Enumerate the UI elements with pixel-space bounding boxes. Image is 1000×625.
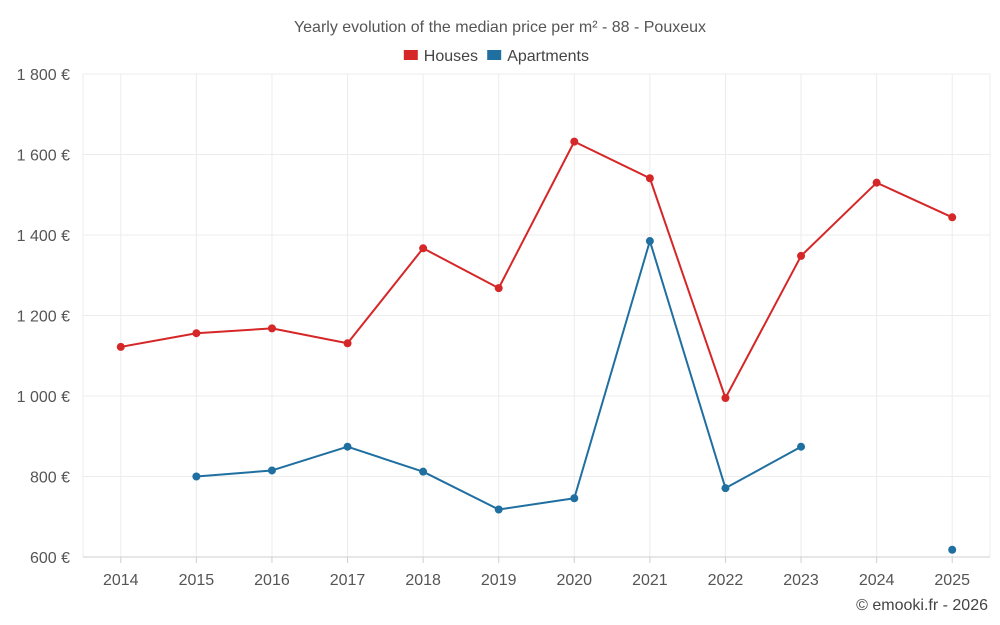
data-point-apartments xyxy=(797,442,806,451)
x-tick-label: 2019 xyxy=(481,572,517,589)
data-point-houses xyxy=(116,342,125,351)
legend: Houses Apartments xyxy=(403,48,589,65)
x-axis: 2014 2015 2016 2017 2018 2019 2020 2021 2022 2023… xyxy=(83,556,990,589)
x-tick-label: 2020 xyxy=(556,572,592,589)
x-tick-label: 2021 xyxy=(632,572,668,589)
x-tick-label: 2024 xyxy=(859,572,895,589)
grid xyxy=(82,73,991,557)
data-point-houses xyxy=(494,284,503,293)
data-point-apartments xyxy=(419,467,428,476)
x-tick-label: 2015 xyxy=(179,572,215,589)
y-axis: 600 € 800 € 1 000 € 1 200 € 1 400 € 1 600 € 1 … xyxy=(17,67,70,567)
series-apartments xyxy=(192,237,957,554)
legend-label-apartments: Apartments xyxy=(507,48,589,65)
data-point-houses xyxy=(645,174,654,183)
data-point-apartments xyxy=(494,505,503,514)
data-point-houses xyxy=(343,339,352,348)
data-point-houses xyxy=(192,329,201,338)
x-tick-label: 2016 xyxy=(254,572,290,589)
x-tick-label: 2014 xyxy=(103,572,139,589)
y-tick-label: 600 € xyxy=(30,550,70,567)
chart-title: Yearly evolution of the median price per… xyxy=(294,19,706,36)
credit: © emooki.fr - 2026 xyxy=(856,597,988,614)
legend-swatch-apartments xyxy=(487,50,502,60)
data-point-apartments xyxy=(948,545,957,554)
legend-swatch-houses xyxy=(403,50,418,60)
data-point-apartments xyxy=(267,466,276,475)
data-point-apartments xyxy=(343,442,352,451)
y-tick-label: 1 200 € xyxy=(17,309,70,326)
series-layer xyxy=(116,137,957,554)
x-tick-label: 2023 xyxy=(783,572,819,589)
legend-label-houses: Houses xyxy=(424,48,478,65)
data-point-houses xyxy=(570,137,579,146)
x-tick-label: 2022 xyxy=(708,572,744,589)
y-tick-label: 1 600 € xyxy=(17,148,70,165)
data-point-houses xyxy=(419,244,428,253)
x-tick-label: 2018 xyxy=(405,572,441,589)
series-houses xyxy=(116,137,957,403)
data-point-houses xyxy=(267,324,276,333)
y-tick-label: 1 000 € xyxy=(17,389,70,406)
data-point-apartments xyxy=(721,484,730,493)
y-tick-label: 800 € xyxy=(30,470,70,487)
x-tick-label: 2017 xyxy=(330,572,366,589)
data-point-houses xyxy=(872,178,881,187)
data-point-apartments xyxy=(192,472,201,481)
series-line-houses xyxy=(120,140,953,400)
data-point-houses xyxy=(721,394,730,403)
y-tick-label: 1 400 € xyxy=(17,228,70,245)
x-tick-label: 2025 xyxy=(934,572,970,589)
data-point-apartments xyxy=(570,494,579,503)
data-point-houses xyxy=(948,213,957,222)
data-point-apartments xyxy=(645,237,654,246)
y-tick-label: 1 800 € xyxy=(17,67,70,84)
data-point-houses xyxy=(797,251,806,260)
